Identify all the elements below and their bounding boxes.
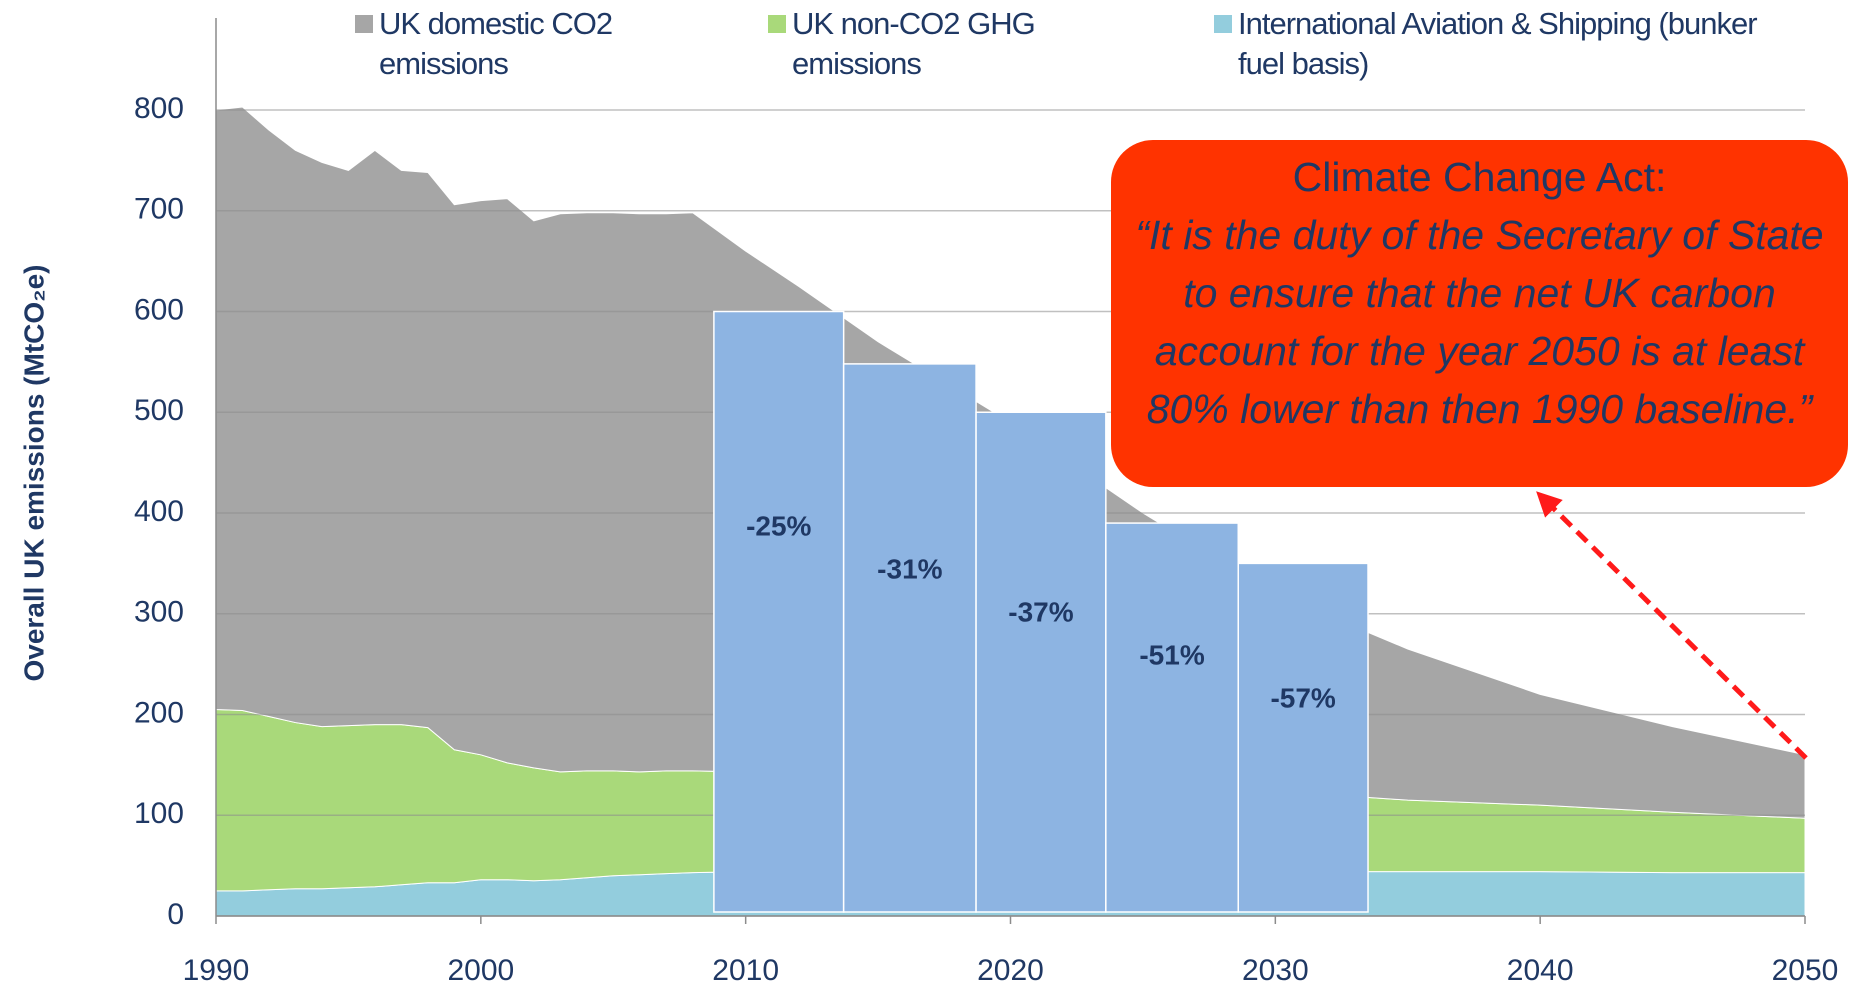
- x-tick-label: 2010: [712, 954, 779, 987]
- legend-item: International Aviation & Shipping (bunke…: [1214, 4, 1774, 84]
- y-tick-label: 800: [134, 92, 184, 125]
- x-tick-label: 2040: [1507, 954, 1574, 987]
- budget-bar: [975, 411, 1107, 913]
- y-tick-label: 400: [134, 495, 184, 528]
- x-tick-label: 2030: [1242, 954, 1309, 987]
- y-tick-label: 700: [134, 193, 184, 226]
- budget-label: -25%: [746, 510, 811, 541]
- legend-item: UK non-CO2 GHG emissions: [768, 4, 1068, 84]
- x-tick-label: 2020: [977, 954, 1044, 987]
- budget-bar: [713, 310, 845, 913]
- legend-swatch: [1214, 15, 1232, 33]
- x-tick-label: 2000: [447, 954, 514, 987]
- budget-label: -51%: [1139, 639, 1204, 670]
- budget-label: -37%: [1008, 596, 1073, 627]
- annotation-arrow: [1536, 491, 1808, 760]
- y-tick-label: 300: [134, 596, 184, 629]
- y-tick-label: 200: [134, 696, 184, 729]
- x-tick-label: 1990: [183, 954, 250, 987]
- y-tick-label: 0: [167, 898, 184, 931]
- x-tick-label: 2050: [1772, 954, 1839, 987]
- budget-bar: [842, 363, 977, 913]
- y-tick-label: 600: [134, 293, 184, 326]
- annotation-title: Climate Change Act:: [1292, 154, 1667, 200]
- legend-swatch: [768, 15, 786, 33]
- budget-bar: [1237, 562, 1369, 913]
- legend-item: UK domestic CO2 emissions: [355, 4, 655, 84]
- budget-bar: [1105, 522, 1240, 913]
- annotation-text: “It is the duty of the Secretary of Stat…: [1135, 212, 1824, 432]
- legend-label: UK domestic CO2 emissions: [379, 6, 613, 81]
- legend-label: International Aviation & Shipping (bunke…: [1238, 6, 1758, 81]
- legend-label: UK non-CO2 GHG emissions: [792, 6, 1036, 81]
- y-tick-label: 100: [134, 797, 184, 830]
- legend-swatch: [355, 15, 373, 33]
- annotation-box: Climate Change Act: “It is the duty of t…: [1111, 140, 1848, 487]
- budget-label: -31%: [877, 553, 942, 584]
- y-tick-label: 500: [134, 394, 184, 427]
- y-axis-title: Overall UK emissions (MtCO₂e): [18, 265, 49, 682]
- budget-label: -57%: [1270, 682, 1335, 713]
